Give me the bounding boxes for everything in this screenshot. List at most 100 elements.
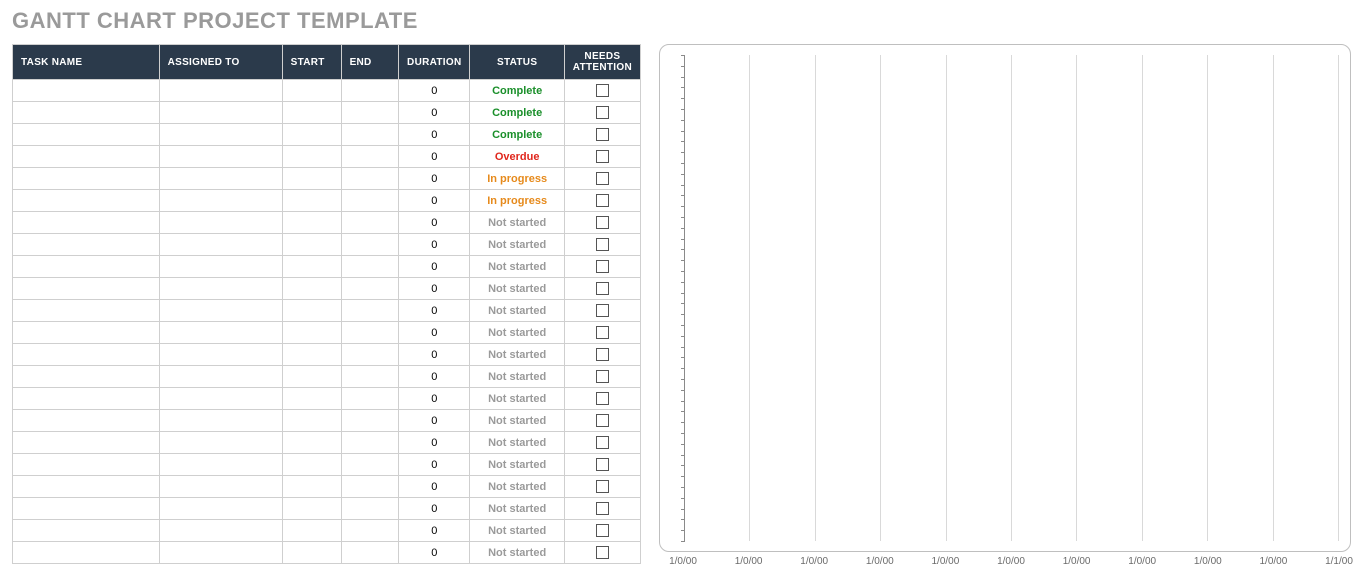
cell-assigned[interactable]: [159, 542, 282, 564]
needs-attention-checkbox[interactable]: [596, 546, 609, 559]
cell-assigned[interactable]: [159, 454, 282, 476]
cell-task_name[interactable]: [13, 410, 160, 432]
cell-status[interactable]: Not started: [470, 388, 564, 410]
needs-attention-checkbox[interactable]: [596, 524, 609, 537]
cell-task_name[interactable]: [13, 520, 160, 542]
needs-attention-checkbox[interactable]: [596, 480, 609, 493]
cell-assigned[interactable]: [159, 300, 282, 322]
cell-status[interactable]: Not started: [470, 410, 564, 432]
cell-status[interactable]: Complete: [470, 80, 564, 102]
cell-task_name[interactable]: [13, 80, 160, 102]
cell-task_name[interactable]: [13, 432, 160, 454]
needs-attention-checkbox[interactable]: [596, 502, 609, 515]
cell-task_name[interactable]: [13, 454, 160, 476]
cell-end[interactable]: [341, 410, 398, 432]
cell-status[interactable]: Not started: [470, 256, 564, 278]
cell-status[interactable]: In progress: [470, 190, 564, 212]
cell-end[interactable]: [341, 322, 398, 344]
cell-task_name[interactable]: [13, 498, 160, 520]
needs-attention-checkbox[interactable]: [596, 414, 609, 427]
cell-assigned[interactable]: [159, 234, 282, 256]
cell-status[interactable]: Not started: [470, 454, 564, 476]
cell-end[interactable]: [341, 388, 398, 410]
cell-start[interactable]: [282, 322, 341, 344]
cell-duration[interactable]: 0: [399, 300, 470, 322]
cell-assigned[interactable]: [159, 190, 282, 212]
cell-duration[interactable]: 0: [399, 234, 470, 256]
cell-duration[interactable]: 0: [399, 410, 470, 432]
cell-duration[interactable]: 0: [399, 454, 470, 476]
cell-end[interactable]: [341, 168, 398, 190]
cell-end[interactable]: [341, 190, 398, 212]
cell-assigned[interactable]: [159, 520, 282, 542]
cell-assigned[interactable]: [159, 278, 282, 300]
cell-start[interactable]: [282, 432, 341, 454]
cell-end[interactable]: [341, 278, 398, 300]
cell-end[interactable]: [341, 520, 398, 542]
cell-status[interactable]: Not started: [470, 212, 564, 234]
cell-assigned[interactable]: [159, 388, 282, 410]
cell-task_name[interactable]: [13, 146, 160, 168]
cell-status[interactable]: Not started: [470, 234, 564, 256]
cell-end[interactable]: [341, 454, 398, 476]
needs-attention-checkbox[interactable]: [596, 106, 609, 119]
needs-attention-checkbox[interactable]: [596, 326, 609, 339]
cell-duration[interactable]: 0: [399, 388, 470, 410]
cell-duration[interactable]: 0: [399, 278, 470, 300]
cell-assigned[interactable]: [159, 322, 282, 344]
cell-status[interactable]: Not started: [470, 322, 564, 344]
cell-duration[interactable]: 0: [399, 102, 470, 124]
cell-start[interactable]: [282, 190, 341, 212]
cell-task_name[interactable]: [13, 300, 160, 322]
cell-duration[interactable]: 0: [399, 542, 470, 564]
cell-assigned[interactable]: [159, 432, 282, 454]
cell-task_name[interactable]: [13, 190, 160, 212]
cell-status[interactable]: Not started: [470, 344, 564, 366]
cell-start[interactable]: [282, 542, 341, 564]
cell-status[interactable]: Complete: [470, 124, 564, 146]
cell-assigned[interactable]: [159, 256, 282, 278]
cell-end[interactable]: [341, 256, 398, 278]
cell-duration[interactable]: 0: [399, 168, 470, 190]
cell-assigned[interactable]: [159, 212, 282, 234]
cell-start[interactable]: [282, 124, 341, 146]
cell-end[interactable]: [341, 234, 398, 256]
cell-start[interactable]: [282, 454, 341, 476]
cell-start[interactable]: [282, 146, 341, 168]
cell-end[interactable]: [341, 300, 398, 322]
cell-end[interactable]: [341, 212, 398, 234]
cell-start[interactable]: [282, 102, 341, 124]
needs-attention-checkbox[interactable]: [596, 282, 609, 295]
needs-attention-checkbox[interactable]: [596, 260, 609, 273]
cell-start[interactable]: [282, 300, 341, 322]
cell-status[interactable]: Not started: [470, 366, 564, 388]
cell-task_name[interactable]: [13, 322, 160, 344]
cell-duration[interactable]: 0: [399, 80, 470, 102]
cell-task_name[interactable]: [13, 124, 160, 146]
cell-duration[interactable]: 0: [399, 344, 470, 366]
cell-task_name[interactable]: [13, 542, 160, 564]
cell-duration[interactable]: 0: [399, 322, 470, 344]
cell-task_name[interactable]: [13, 212, 160, 234]
cell-assigned[interactable]: [159, 498, 282, 520]
cell-end[interactable]: [341, 476, 398, 498]
cell-end[interactable]: [341, 80, 398, 102]
cell-end[interactable]: [341, 124, 398, 146]
cell-task_name[interactable]: [13, 102, 160, 124]
needs-attention-checkbox[interactable]: [596, 216, 609, 229]
needs-attention-checkbox[interactable]: [596, 194, 609, 207]
cell-status[interactable]: In progress: [470, 168, 564, 190]
needs-attention-checkbox[interactable]: [596, 348, 609, 361]
cell-start[interactable]: [282, 80, 341, 102]
cell-status[interactable]: Overdue: [470, 146, 564, 168]
cell-end[interactable]: [341, 366, 398, 388]
cell-duration[interactable]: 0: [399, 366, 470, 388]
needs-attention-checkbox[interactable]: [596, 392, 609, 405]
cell-start[interactable]: [282, 168, 341, 190]
cell-duration[interactable]: 0: [399, 476, 470, 498]
cell-end[interactable]: [341, 498, 398, 520]
cell-end[interactable]: [341, 146, 398, 168]
cell-start[interactable]: [282, 278, 341, 300]
cell-status[interactable]: Not started: [470, 278, 564, 300]
cell-start[interactable]: [282, 498, 341, 520]
